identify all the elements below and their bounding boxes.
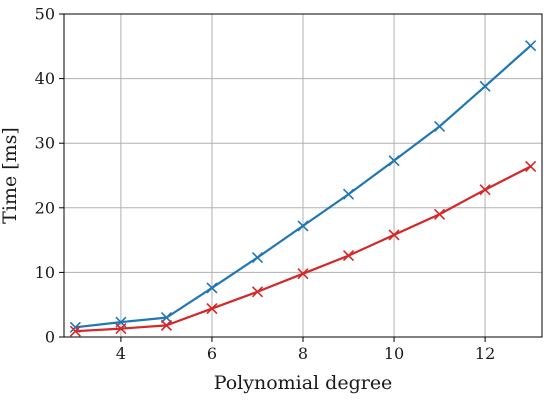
data-point	[160, 319, 172, 331]
x-tick-label: 10	[384, 344, 404, 363]
data-point	[69, 325, 81, 337]
data-point	[297, 220, 309, 232]
data-point	[479, 80, 491, 92]
axis-ticks: 4 6 8 10 12 0 10 20 30 40 50	[35, 5, 496, 364]
y-tick-label: 0	[45, 328, 55, 347]
data-point	[479, 184, 491, 196]
x-tick-label: 12	[475, 344, 495, 363]
y-tick-label: 20	[35, 198, 55, 217]
data-point	[206, 282, 218, 294]
data-point	[342, 188, 355, 200]
series-group	[69, 40, 537, 337]
data-point	[525, 160, 537, 173]
y-tick-label: 10	[35, 263, 55, 282]
data-point	[434, 208, 446, 220]
y-tick-label: 40	[35, 69, 55, 88]
data-point	[297, 268, 309, 280]
x-tick-label: 8	[298, 344, 308, 363]
data-point	[525, 40, 537, 52]
data-point	[251, 251, 264, 264]
y-tick-label: 30	[35, 134, 55, 153]
data-point	[115, 323, 127, 335]
x-tick-label: 4	[116, 344, 126, 363]
data-point	[434, 120, 446, 132]
series-1	[69, 40, 537, 333]
data-point	[388, 229, 400, 241]
x-axis-label: Polynomial degree	[214, 372, 393, 394]
y-tick-label: 50	[35, 5, 55, 24]
x-tick-label: 6	[207, 344, 217, 363]
y-axis-label: Time [ms]	[0, 127, 21, 224]
data-point	[342, 250, 355, 262]
data-point	[206, 303, 218, 315]
data-point	[388, 155, 400, 167]
series-2	[69, 160, 537, 337]
data-point	[251, 286, 264, 298]
grid	[64, 13, 542, 338]
